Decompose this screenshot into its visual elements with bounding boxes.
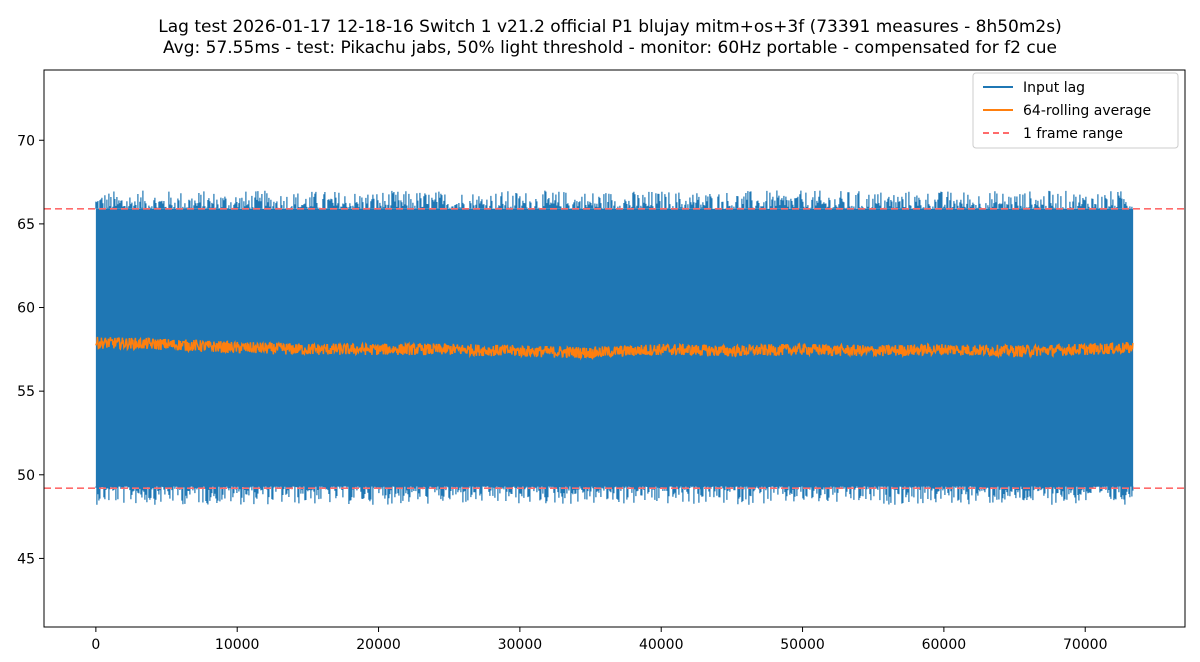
y-tick-label: 45: [17, 551, 35, 567]
y-tick-label: 50: [17, 468, 35, 484]
y-tick-label: 60: [17, 301, 35, 317]
legend: Input lag 64-rolling average 1 frame ran…: [972, 72, 1179, 149]
legend-label-frame-range: 1 frame range: [1023, 126, 1123, 142]
x-tick-label: 60000: [922, 637, 967, 653]
plot-frame: [43, 69, 1186, 628]
plot-area: [43, 69, 1186, 628]
legend-label-rolling-average: 64-rolling average: [1023, 103, 1151, 119]
chart-subtitle: Avg: 57.55ms - test: Pikachu jabs, 50% l…: [163, 38, 1057, 58]
x-tick-label: 20000: [356, 637, 401, 653]
y-tick-label: 70: [17, 133, 35, 149]
y-tick-label: 55: [17, 384, 35, 400]
series-layer: [44, 190, 1185, 505]
x-tick-label: 10000: [215, 637, 260, 653]
legend-label-input-lag: Input lag: [1023, 80, 1085, 96]
x-tick-label: 70000: [1063, 637, 1108, 653]
y-axis: 45 50 55 60 65 70: [17, 133, 44, 567]
y-tick-label: 65: [17, 217, 35, 233]
legend-box: [972, 72, 1179, 149]
series-rolling-average-line: [95, 336, 1134, 361]
chart-title: Lag test 2026-01-17 12-18-16 Switch 1 v2…: [158, 17, 1061, 37]
x-tick-label: 30000: [498, 637, 543, 653]
x-tick-label: 40000: [639, 637, 684, 653]
x-tick-label: 50000: [780, 637, 825, 653]
x-tick-label: 0: [91, 637, 100, 653]
x-axis: 0 10000 20000 30000 40000 50000 60000 70000: [91, 627, 1107, 653]
